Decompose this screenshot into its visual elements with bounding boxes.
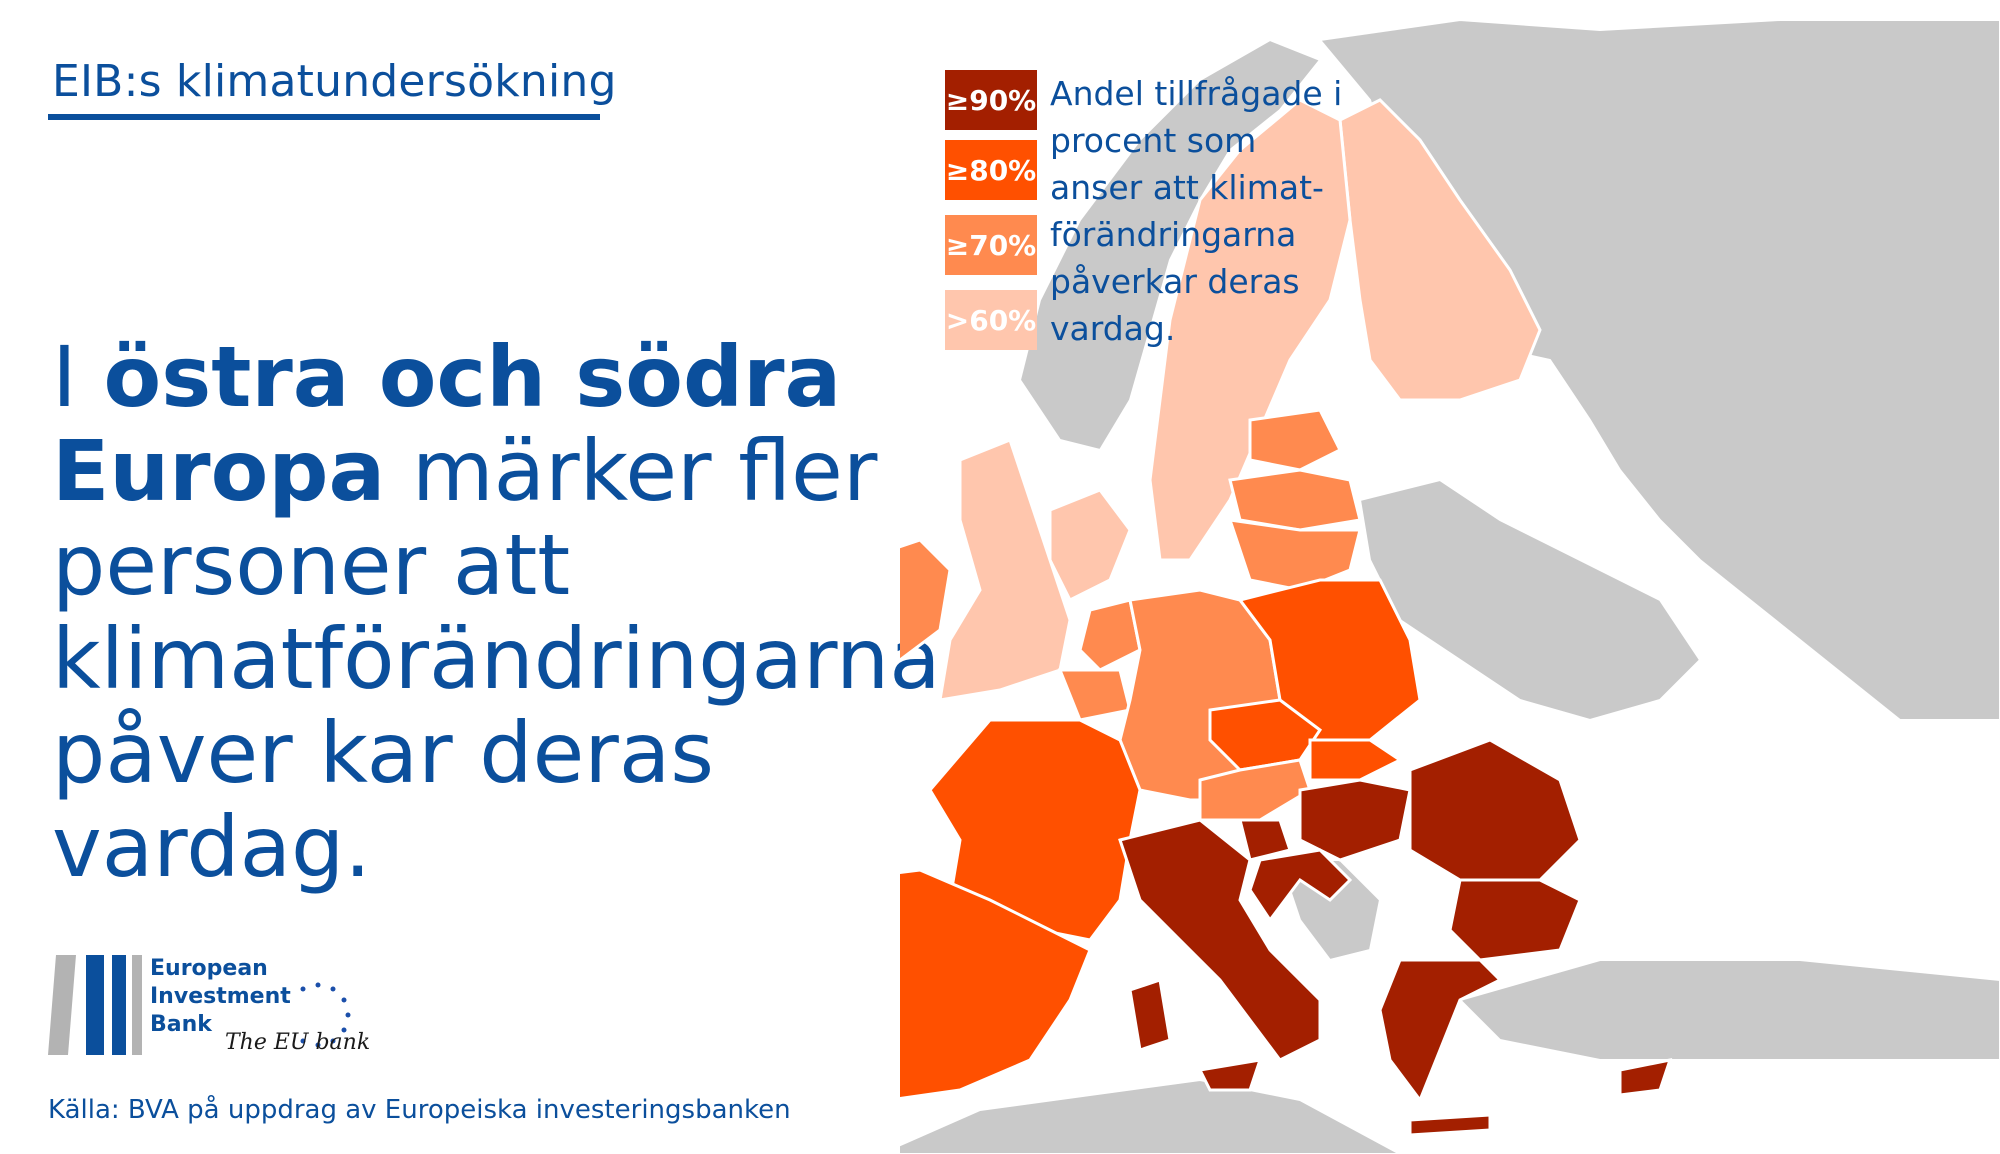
sardinia <box>1128 978 1172 1052</box>
eib-logo-mark <box>48 955 351 1055</box>
headline-bold2: Europa <box>52 422 386 520</box>
slovenia <box>1238 818 1292 862</box>
legend-line-1: Andel tillfrågade i <box>1050 74 1343 113</box>
headline: I östra och södra Europa märker fler per… <box>52 330 982 894</box>
north-africa <box>900 1078 1401 1154</box>
headline-line3: personer att <box>52 516 571 614</box>
legend-line-2: procent som <box>1050 121 1257 160</box>
eu-stars-icon <box>300 982 351 1048</box>
hungary <box>1298 778 1412 862</box>
greece <box>1378 958 1503 1104</box>
denmark <box>1048 488 1132 603</box>
lithuania <box>1227 518 1362 592</box>
legend-line-5: påverkar deras <box>1050 262 1300 301</box>
logo-bar-3 <box>112 955 126 1055</box>
legend-box-ge70: ≥70% <box>945 215 1037 275</box>
headline-line4: klimatförändringarna <box>52 610 941 708</box>
logo-line-1: European <box>150 956 268 981</box>
legend-line-6: vardag. <box>1050 309 1176 348</box>
slovakia <box>1308 738 1403 782</box>
croatia <box>1248 848 1353 923</box>
eu-bank-tagline: The EU bank <box>225 1030 371 1055</box>
non-eu-land <box>900 18 2000 1154</box>
logo-bar-2 <box>86 955 104 1055</box>
legend-line-3: anser att klimat- <box>1050 168 1324 207</box>
source-note: Källa: BVA på uppdrag av Europeiska inve… <box>48 1095 791 1125</box>
logo-bar-1 <box>48 955 76 1055</box>
ireland <box>900 538 952 662</box>
logo-line-3: Bank <box>150 1012 212 1037</box>
headline-rest1: märker fler <box>385 422 878 520</box>
bulgaria <box>1448 878 1582 962</box>
crete <box>1408 1113 1492 1137</box>
sicily <box>1197 1058 1263 1092</box>
united-kingdom <box>938 438 1072 702</box>
legend-description: Andel tillfrågade i procent som anser at… <box>1050 70 1350 352</box>
norway <box>1018 38 1322 452</box>
netherlands <box>1078 598 1142 672</box>
eu-countries <box>900 98 1673 1137</box>
europe-map <box>900 18 2000 1154</box>
legend-box-gt60: >60% <box>945 290 1037 350</box>
cyprus <box>1618 1058 1673 1097</box>
legend-line-4: förändringarna <box>1050 215 1297 254</box>
legend-box-ge80: ≥80% <box>945 140 1037 200</box>
legend-box-ge90: ≥90% <box>945 70 1037 130</box>
belgium <box>1057 668 1132 722</box>
turkey <box>1458 959 2000 1061</box>
estonia <box>1248 408 1343 472</box>
finland <box>1338 98 1542 402</box>
title-underline <box>48 114 600 120</box>
headline-bold1: östra och södra <box>103 328 842 426</box>
poland <box>1237 578 1422 742</box>
romania <box>1408 738 1582 882</box>
latvia <box>1228 468 1362 532</box>
headline-line5: påver kar deras vardag. <box>52 704 715 896</box>
france <box>928 718 1142 942</box>
spain <box>900 868 1092 1101</box>
logo-line-2: Investment <box>150 984 291 1009</box>
eib-logo-text: European Investment Bank <box>150 955 291 1039</box>
survey-title: EIB:s klimatundersökning <box>52 56 617 107</box>
italy <box>1118 818 1322 1062</box>
headline-part1: I <box>52 328 104 426</box>
logo-bar-4 <box>132 955 142 1055</box>
